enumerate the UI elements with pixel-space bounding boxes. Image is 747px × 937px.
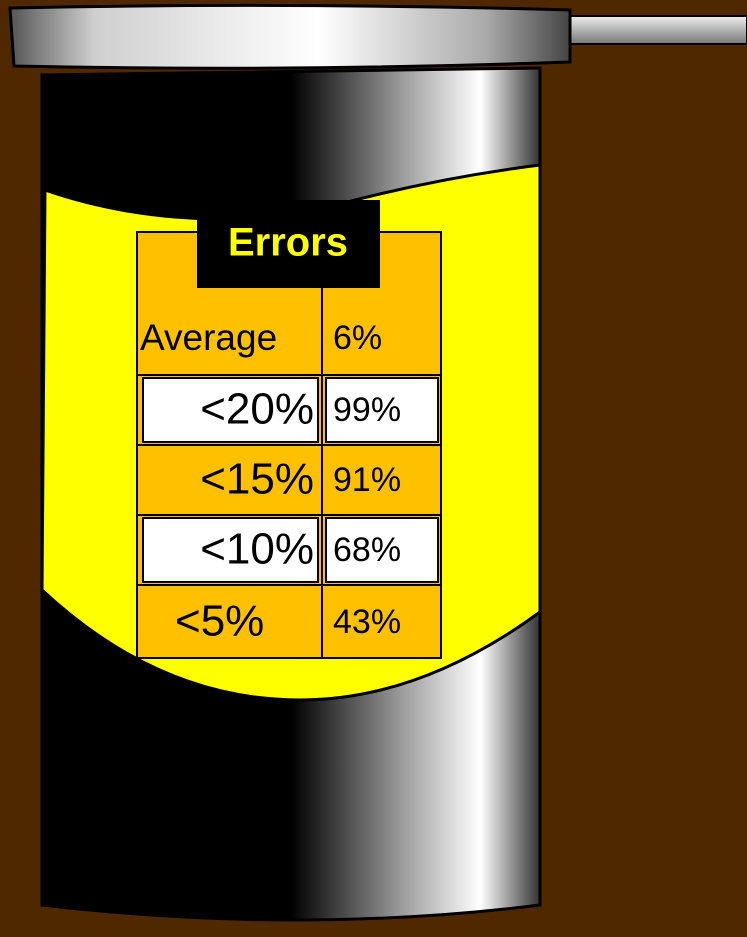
cell: <20%	[200, 385, 314, 434]
cell: 6%	[333, 319, 382, 357]
lid-handle	[558, 15, 747, 45]
row-highlight	[142, 517, 319, 583]
cell: 43%	[333, 603, 401, 641]
row-highlight	[142, 377, 319, 443]
row-highlight	[325, 377, 439, 443]
title-box	[197, 200, 380, 288]
row-highlight	[325, 517, 439, 583]
cell: Average	[140, 317, 277, 358]
cell: <5%	[175, 597, 264, 646]
can-lid	[8, 3, 572, 70]
cell: 91%	[333, 461, 401, 499]
cell: 68%	[333, 531, 401, 569]
cell: <10%	[200, 525, 314, 574]
table-title: Errors	[228, 221, 348, 265]
table: Errors Average 6% <20% 99% <15% 91% <10%…	[136, 200, 442, 659]
cell: <15%	[200, 455, 314, 504]
cell: 99%	[333, 391, 401, 429]
